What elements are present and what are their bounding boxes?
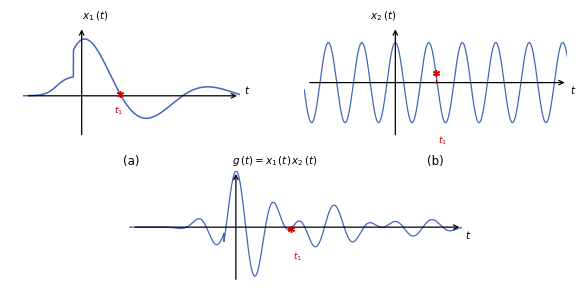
Text: $g\,(t) = x_1\,(t)\,x_2\,(t)$: $g\,(t) = x_1\,(t)\,x_2\,(t)$ [232, 154, 318, 168]
Text: $t_1$: $t_1$ [438, 135, 447, 147]
Text: $t_1$: $t_1$ [114, 104, 123, 117]
Text: $t$: $t$ [570, 84, 576, 96]
Text: $x_2\,(t)$: $x_2\,(t)$ [370, 9, 396, 23]
Text: $t_1$: $t_1$ [293, 250, 302, 263]
Text: (b): (b) [428, 155, 444, 168]
Text: $x_1\,(t)$: $x_1\,(t)$ [82, 9, 108, 23]
Text: $t$: $t$ [466, 229, 472, 241]
Text: (a): (a) [123, 155, 140, 168]
Text: $t$: $t$ [244, 84, 250, 96]
